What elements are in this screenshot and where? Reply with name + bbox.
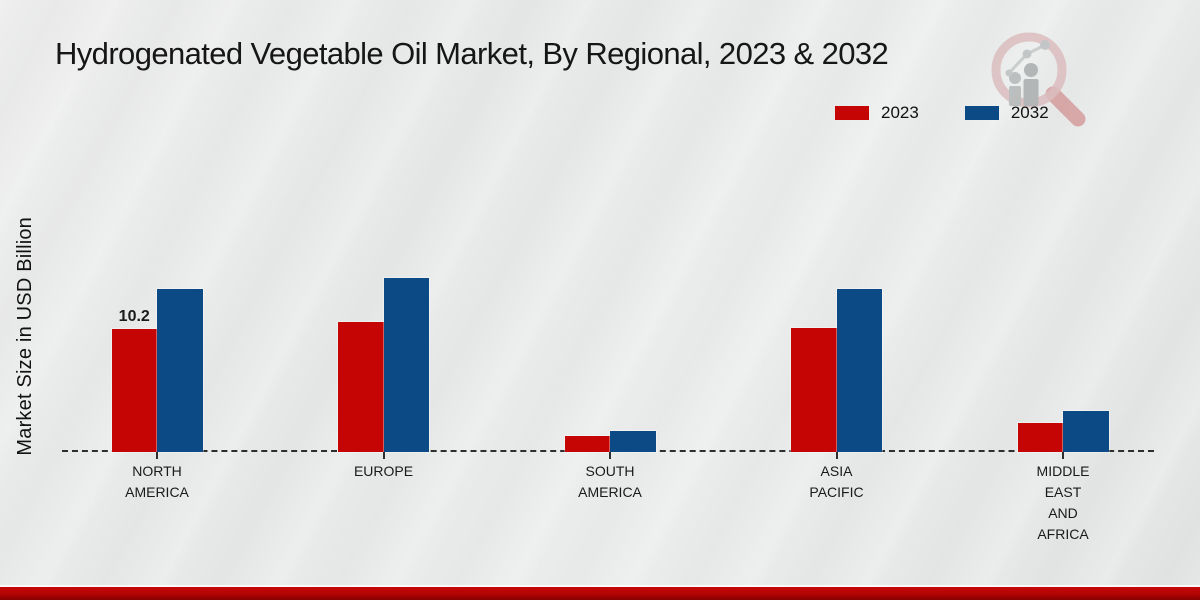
bar-2032-middle-east-and-africa — [1063, 411, 1109, 452]
bar-value-label: 10.2 — [118, 308, 150, 325]
bar-2023-north-america — [111, 329, 157, 452]
legend-swatch-2023 — [835, 106, 869, 120]
axis-tick — [382, 452, 385, 459]
footer-red-band — [0, 587, 1200, 600]
bar-2032-south-america — [610, 431, 656, 452]
bar-2032-north-america — [157, 289, 203, 452]
bar-2023-south-america — [564, 436, 610, 452]
y-axis-label-wrap: Market Size in USD Billion — [8, 36, 42, 600]
legend: 2023 2032 — [835, 103, 1049, 123]
bar-2032-asia-pacific — [836, 289, 882, 452]
bar-people-icon — [1009, 63, 1039, 106]
category-label-south-america: SOUTH AMERICA — [578, 463, 642, 500]
legend-item-2032: 2032 — [964, 103, 1049, 123]
brand-logo — [991, 32, 1086, 127]
magnifier-icon — [991, 32, 1086, 127]
legend-item-2023: 2023 — [835, 103, 919, 123]
category-label-asia-pacific: ASIA PACIFIC — [809, 463, 864, 500]
axis-tick — [156, 452, 158, 459]
trend-line-icon — [1005, 40, 1050, 77]
chart-title: Hydrogenated Vegetable Oil Market, By Re… — [55, 36, 889, 71]
category-label-middle-east-and-africa: MIDDLE EAST AND AFRICA — [1036, 463, 1090, 542]
footer-divider — [0, 585, 1200, 587]
category-label-europe: EUROPE — [353, 463, 414, 479]
axis-tick — [1062, 452, 1064, 459]
bar-2032-europe — [383, 278, 429, 452]
category-label-north-america: NORTH AMERICA — [125, 463, 189, 500]
y-axis-label: Market Size in USD Billion — [13, 216, 36, 456]
legend-label: 2023 — [881, 103, 919, 122]
magnifier-handle-icon — [1045, 86, 1086, 127]
bar-2023-middle-east-and-africa — [1017, 423, 1063, 452]
axis-tick — [609, 452, 611, 459]
legend-swatch-2032 — [964, 106, 999, 120]
legend-label: 2032 — [1010, 103, 1049, 122]
bar-2023-asia-pacific — [791, 328, 837, 452]
bar-2023-europe — [338, 322, 384, 452]
axis-tick — [835, 452, 838, 459]
